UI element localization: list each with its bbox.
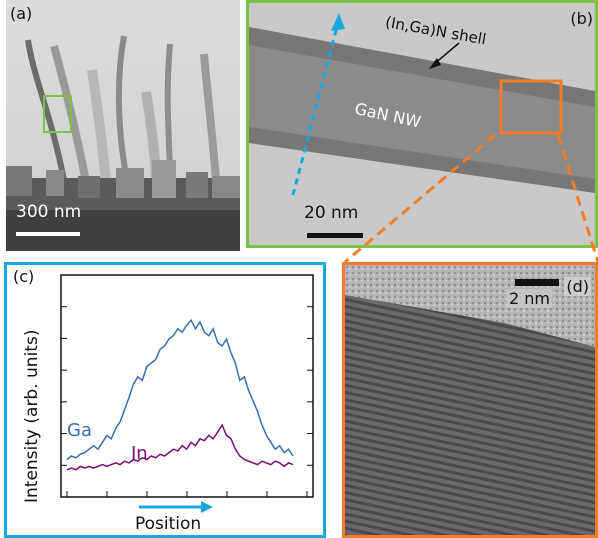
series-line-in — [66, 423, 294, 471]
panel-d-label: (d) — [564, 277, 591, 296]
panel-a-scale-label: 300 nm — [16, 202, 82, 222]
panel-a-image — [6, 0, 240, 251]
series-label-ga: Ga — [67, 420, 92, 441]
series-label-in: In — [131, 443, 148, 464]
panel-b-label: (b) — [570, 9, 593, 28]
intensity-chart: Ga In Intensity (arb. units) Position — [22, 274, 314, 534]
x-axis-label: Position — [135, 514, 201, 534]
panel-b-scale-label: 20 nm — [304, 203, 359, 223]
y-ticks — [61, 274, 313, 498]
x-ticks — [66, 491, 308, 497]
panel-a: (a) 300 nm — [6, 0, 240, 251]
panel-d-image — [345, 265, 595, 535]
panel-a-label: (a) — [10, 4, 33, 23]
panel-d-scale-label: 2 nm — [507, 289, 552, 308]
y-axis-label: Intensity (arb. units) — [22, 330, 42, 503]
position-arrow-head — [201, 501, 213, 513]
series-lines — [66, 318, 294, 471]
chart-frame — [60, 274, 314, 498]
panel-b: (b) (In,Ga)N shell GaN NW 20 nm — [246, 0, 598, 248]
panel-d: (d) 2 nm — [342, 262, 598, 538]
panel-c-label: (c) — [13, 267, 35, 286]
series-line-ga — [66, 318, 294, 461]
panel-c: Ga In Intensity (arb. units) Position (c… — [4, 262, 326, 538]
panel-b-image — [249, 3, 595, 245]
